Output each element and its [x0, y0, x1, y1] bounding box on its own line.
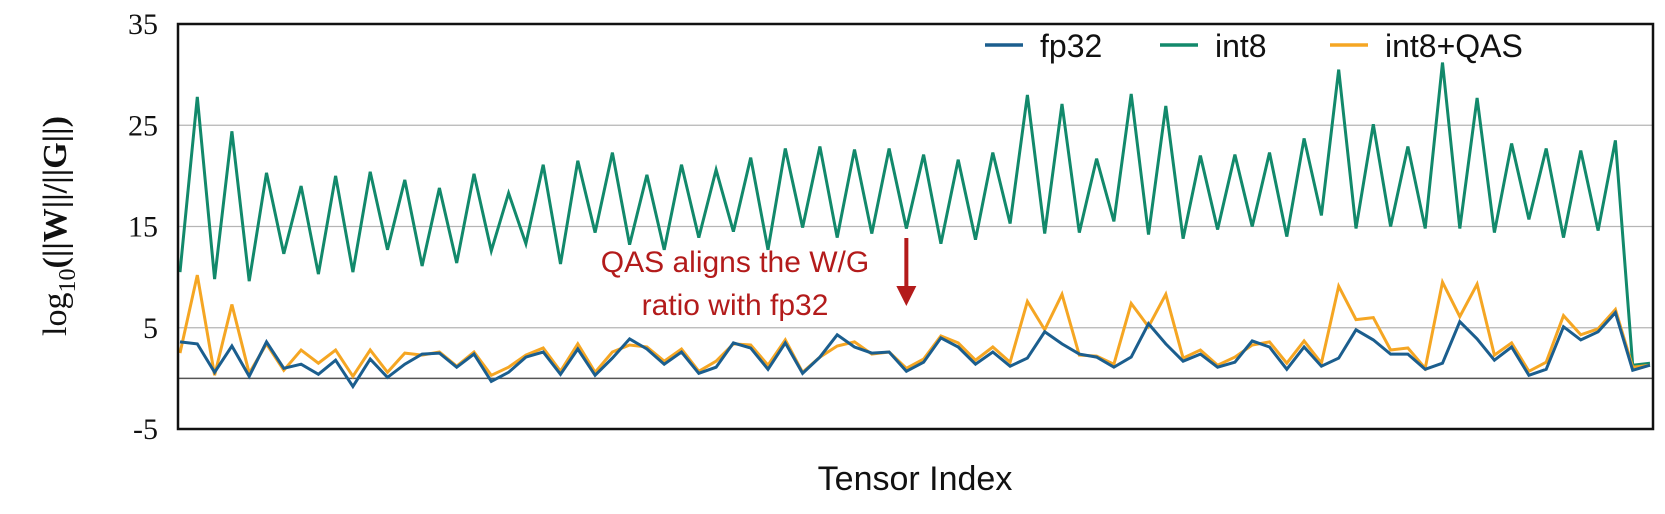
- y-axis-label-suffix: (||W||/||G||): [37, 116, 74, 268]
- series-line-int8: [178, 62, 1651, 367]
- annotation-line-1: QAS aligns the W/G: [601, 246, 869, 279]
- legend-label: int8+QAS: [1385, 28, 1523, 64]
- y-tick-label: -5: [133, 413, 158, 446]
- x-axis-label: Tensor Index: [818, 460, 1013, 498]
- y-axis-label: log10(||W||/||G||): [37, 116, 81, 336]
- legend-label: fp32: [1040, 28, 1102, 64]
- series-line-int8-qas: [178, 274, 1651, 380]
- y-axis-label-subscript: 10: [55, 268, 81, 292]
- series-lines: [178, 62, 1651, 390]
- series-line-fp32: [179, 309, 1651, 390]
- y-tick-label: 25: [128, 109, 158, 142]
- y-tick-label: 5: [143, 312, 158, 345]
- legend: fp32 int8 int8+QAS: [985, 28, 1523, 64]
- y-tick-labels: -5 5 15 25 35: [128, 8, 158, 446]
- y-tick-label: 15: [128, 211, 158, 244]
- y-tick-label: 35: [128, 8, 158, 41]
- annotation-arrow-head: [896, 286, 917, 306]
- annotation: QAS aligns the W/G ratio with fp32: [601, 238, 917, 322]
- y-axis-label-prefix: log: [37, 292, 74, 335]
- grid-lines: [178, 124, 1653, 380]
- legend-label: int8: [1215, 28, 1267, 64]
- annotation-line-2: ratio with fp32: [642, 289, 829, 322]
- plot-frame: [176, 22, 1655, 431]
